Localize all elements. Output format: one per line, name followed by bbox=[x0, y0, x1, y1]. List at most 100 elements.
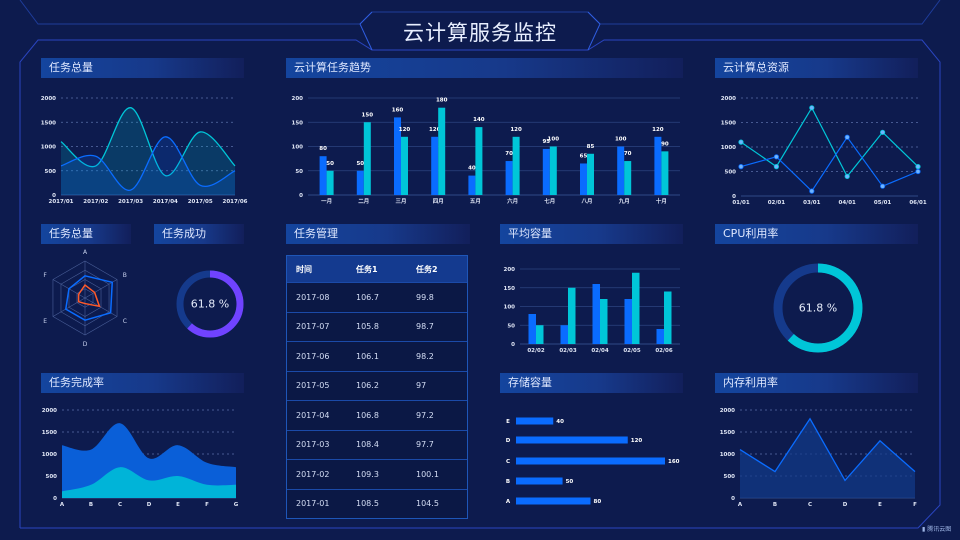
y-tick-label: 1000 bbox=[42, 452, 57, 458]
watermark-logo: ▮ 腾讯云图 bbox=[922, 526, 952, 533]
table-cell: 2017-02 bbox=[296, 469, 330, 479]
gauge-value-label: 61.8 % bbox=[799, 302, 837, 315]
radar-axis bbox=[84, 297, 118, 317]
x-tick-label: A bbox=[738, 502, 743, 508]
table-cell: 2017-01 bbox=[296, 499, 330, 509]
y-category-label: A bbox=[506, 499, 511, 505]
panel-title-radar: 任务总量 bbox=[41, 224, 131, 244]
series-area bbox=[61, 107, 235, 195]
data-label: 160 bbox=[392, 107, 404, 113]
table-cell: 2017-03 bbox=[296, 440, 330, 450]
bar bbox=[656, 329, 664, 344]
y-tick-label: 200 bbox=[292, 96, 304, 102]
data-label: 50 bbox=[326, 161, 334, 167]
x-tick-label: 五月 bbox=[470, 197, 481, 205]
y-category-label: D bbox=[506, 438, 511, 444]
x-tick-label: 05/01 bbox=[874, 200, 891, 206]
table-cell: 2017-04 bbox=[296, 410, 330, 420]
x-tick-label: C bbox=[118, 502, 122, 508]
table-cell: 97.2 bbox=[416, 410, 434, 420]
panel-title-cpu: CPU利用率 bbox=[715, 224, 918, 244]
panel-title-task-total: 任务总量 bbox=[41, 58, 244, 78]
data-label: 50 bbox=[566, 479, 574, 485]
table-cell: 106.1 bbox=[356, 351, 379, 361]
bar bbox=[580, 163, 587, 195]
y-tick-label: 2000 bbox=[721, 96, 736, 102]
radar-indicator-label: E bbox=[43, 318, 47, 325]
bar bbox=[617, 146, 625, 195]
x-tick-label: 03/01 bbox=[803, 200, 820, 206]
gauge-progress bbox=[176, 270, 244, 338]
column-header-time: 时间 bbox=[296, 264, 312, 274]
bar bbox=[516, 457, 665, 465]
x-tick-label: 02/01 bbox=[768, 200, 785, 206]
x-tick-label: E bbox=[176, 502, 180, 508]
x-tick-label: 2017/06 bbox=[223, 199, 248, 205]
data-label: 100 bbox=[548, 137, 560, 143]
x-tick-label: D bbox=[147, 502, 152, 508]
bar bbox=[516, 497, 591, 505]
bar bbox=[356, 170, 364, 195]
bar bbox=[401, 136, 408, 195]
stacked-area bbox=[62, 467, 236, 498]
table-cell: 97.7 bbox=[416, 440, 434, 450]
y-tick-label: 100 bbox=[504, 305, 516, 311]
panel-title-completion-rate: 任务完成率 bbox=[41, 373, 244, 393]
bar bbox=[624, 299, 632, 344]
data-point bbox=[879, 183, 886, 189]
data-label: 85 bbox=[587, 144, 595, 150]
y-tick-label: 1500 bbox=[42, 430, 57, 436]
x-tick-label: 02/04 bbox=[591, 348, 608, 354]
y-tick-label: 500 bbox=[725, 170, 737, 176]
table-cell: 98.7 bbox=[416, 322, 434, 332]
table-cell: 97 bbox=[416, 381, 427, 391]
y-tick-label: 150 bbox=[292, 120, 304, 126]
y-tick-label: 0 bbox=[732, 194, 736, 200]
panel-title-storage: 存储容量 bbox=[500, 373, 683, 393]
panel-title-total-resources: 云计算总资源 bbox=[715, 58, 918, 78]
y-tick-label: 0 bbox=[53, 496, 57, 502]
bar bbox=[568, 287, 576, 344]
radar-indicator-label: A bbox=[83, 249, 88, 256]
y-tick-label: 2000 bbox=[720, 408, 735, 414]
y-tick-label: 200 bbox=[504, 267, 516, 273]
x-tick-label: 01/01 bbox=[732, 200, 749, 206]
y-tick-label: 0 bbox=[52, 193, 56, 199]
y-tick-label: 0 bbox=[731, 496, 735, 502]
y-tick-label: 1000 bbox=[720, 452, 735, 458]
y-tick-label: 2000 bbox=[42, 408, 57, 414]
data-label: 40 bbox=[556, 419, 564, 425]
data-label: 100 bbox=[615, 137, 627, 143]
panel-title-task-success: 任务成功 bbox=[154, 224, 244, 244]
bar bbox=[549, 146, 557, 195]
bar bbox=[560, 325, 568, 344]
x-tick-label: 一月 bbox=[321, 197, 332, 205]
x-tick-label: 2017/03 bbox=[118, 199, 143, 205]
x-tick-label: 02/03 bbox=[559, 348, 576, 354]
series-line bbox=[740, 106, 919, 178]
x-tick-label: B bbox=[773, 502, 777, 508]
table-row: 2017-07 105.8 98.7 bbox=[287, 311, 467, 342]
x-tick-label: 七月 bbox=[544, 197, 555, 205]
data-point bbox=[738, 139, 744, 145]
data-label: 120 bbox=[631, 438, 643, 444]
x-tick-label: 2017/01 bbox=[49, 199, 74, 205]
radar-indicator-label: F bbox=[43, 272, 47, 279]
bar bbox=[319, 156, 327, 195]
data-label: 70 bbox=[624, 151, 632, 157]
y-tick-label: 500 bbox=[46, 474, 58, 480]
x-tick-label: 2017/02 bbox=[83, 199, 108, 205]
table-cell: 108.4 bbox=[356, 440, 379, 450]
y-tick-label: 0 bbox=[299, 193, 303, 199]
task-table: 时间 任务1 任务2 2017-08 106.7 99.8 2017-07 105.8 9… bbox=[286, 255, 468, 519]
bar bbox=[468, 175, 476, 195]
x-tick-label: 六月 bbox=[507, 197, 518, 205]
x-tick-label: 十月 bbox=[656, 197, 667, 205]
x-tick-label: 八月 bbox=[580, 197, 592, 205]
y-category-label: E bbox=[506, 419, 510, 425]
y-tick-label: 100 bbox=[292, 145, 304, 151]
series-area bbox=[61, 136, 235, 195]
bar bbox=[536, 325, 544, 344]
bar bbox=[600, 299, 608, 344]
data-label: 50 bbox=[356, 161, 364, 167]
